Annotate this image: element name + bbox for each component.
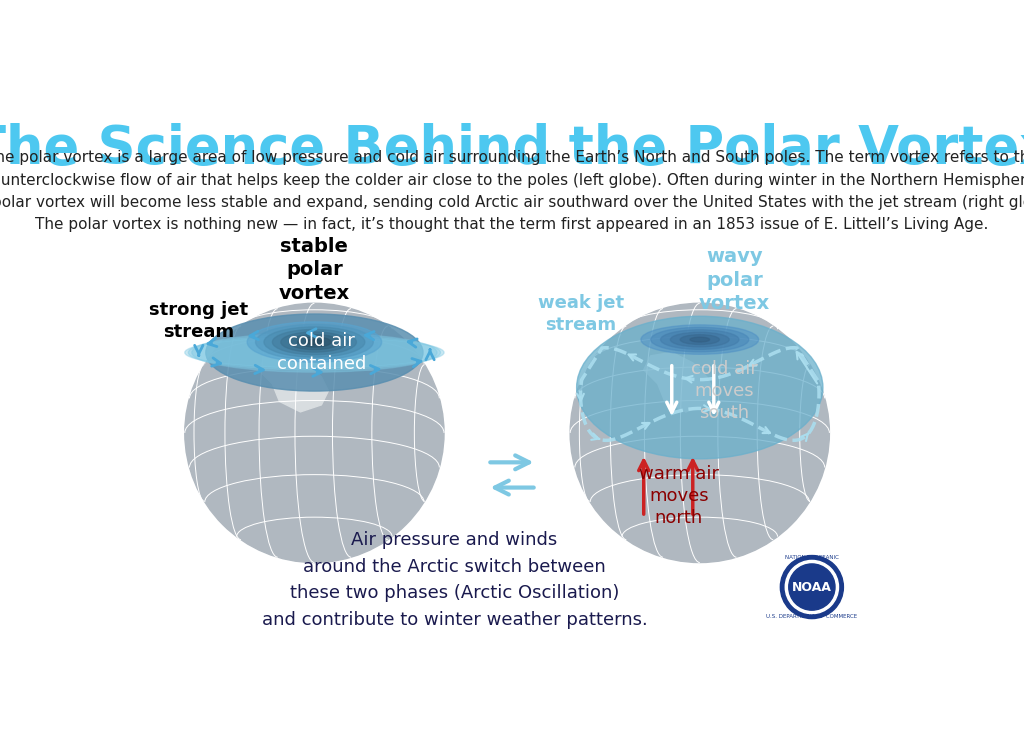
- Ellipse shape: [256, 324, 374, 360]
- Ellipse shape: [671, 333, 729, 347]
- Text: Air pressure and winds
around the Arctic switch between
these two phases (Arctic: Air pressure and winds around the Arctic…: [262, 531, 647, 629]
- Ellipse shape: [690, 337, 710, 342]
- Ellipse shape: [660, 330, 739, 350]
- Text: warm air
moves
north: warm air moves north: [639, 465, 719, 527]
- Polygon shape: [644, 353, 714, 412]
- Text: strong jet
stream: strong jet stream: [150, 301, 249, 341]
- Ellipse shape: [641, 325, 759, 354]
- Circle shape: [788, 564, 835, 610]
- Circle shape: [780, 556, 844, 619]
- Circle shape: [184, 303, 444, 562]
- Text: The Science Behind the Polar Vortex: The Science Behind the Polar Vortex: [0, 123, 1024, 175]
- Ellipse shape: [206, 314, 423, 391]
- Circle shape: [570, 303, 829, 562]
- Ellipse shape: [264, 327, 365, 357]
- Ellipse shape: [577, 316, 823, 459]
- Ellipse shape: [298, 337, 331, 347]
- Text: stable
polar
vortex: stable polar vortex: [279, 236, 350, 303]
- Text: NATIONAL OCEANIC: NATIONAL OCEANIC: [785, 555, 839, 560]
- Ellipse shape: [272, 330, 356, 355]
- Text: weak jet
stream: weak jet stream: [538, 293, 624, 334]
- Ellipse shape: [289, 335, 340, 350]
- Polygon shape: [258, 353, 329, 412]
- Ellipse shape: [191, 333, 437, 372]
- Ellipse shape: [281, 332, 348, 352]
- Text: wavy
polar
vortex: wavy polar vortex: [699, 248, 770, 313]
- Ellipse shape: [680, 335, 720, 344]
- Text: cold air
contained: cold air contained: [276, 333, 367, 372]
- Text: NOAA: NOAA: [792, 581, 831, 593]
- Text: cold air
moves
south: cold air moves south: [691, 360, 758, 422]
- Text: The polar vortex is a large area of low pressure and cold air surrounding the Ea: The polar vortex is a large area of low …: [0, 150, 1024, 232]
- Ellipse shape: [184, 337, 444, 368]
- Text: U.S. DEPARTMENT OF COMMERCE: U.S. DEPARTMENT OF COMMERCE: [766, 614, 857, 619]
- Circle shape: [785, 560, 839, 613]
- Ellipse shape: [188, 335, 440, 370]
- Ellipse shape: [306, 339, 323, 344]
- Ellipse shape: [650, 327, 749, 352]
- Ellipse shape: [247, 322, 382, 362]
